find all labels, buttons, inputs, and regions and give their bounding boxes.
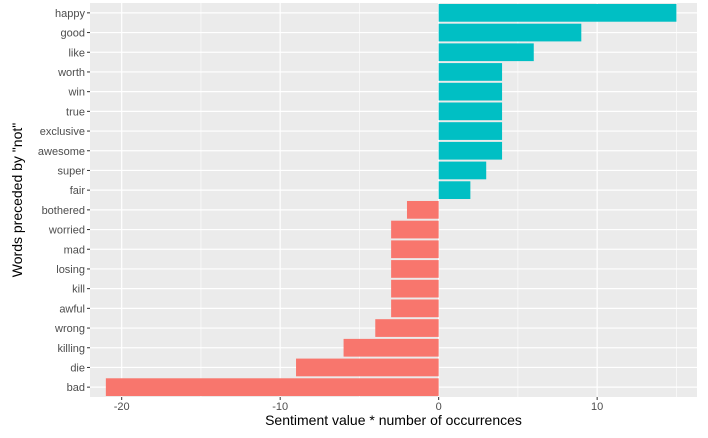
y-tick-label: bothered [42,205,85,217]
bar-bad [105,378,439,397]
y-tick-label: win [67,87,85,99]
x-axis-title: Sentiment value * number of occurrences [265,412,522,428]
x-tick-label: 0 [436,401,442,413]
y-tick-label: true [66,106,85,118]
bar-awful [391,299,439,318]
bar-like [438,43,534,62]
bar-good [438,23,582,42]
x-tick-label: 10 [591,401,603,413]
y-tick-label: awesome [38,146,85,158]
y-tick-label: super [57,165,85,177]
x-tick-label: -20 [114,401,130,413]
bar-fair [438,181,471,200]
bar-kill [391,279,439,298]
bar-happy [438,3,677,22]
minor-gridlines [200,3,677,397]
bar-win [438,82,503,101]
bar-bothered [406,200,439,219]
y-tick-label: awful [59,303,85,315]
y-tick-label: kill [72,284,85,296]
y-tick-label: die [70,362,85,374]
y-tick-label: fair [70,185,86,197]
y-tick-label: bad [67,382,85,394]
y-tick-label: like [68,47,85,59]
y-tick-label: mad [64,244,85,256]
y-tick-label: happy [55,8,85,20]
plot-panel [90,3,697,397]
bar-worried [391,220,439,239]
bar-true [438,102,503,121]
x-tick-label: -10 [272,401,288,413]
bar-mad [391,240,439,259]
y-tick-label: exclusive [40,126,85,138]
bar-die [296,358,439,377]
bar-super [438,161,487,180]
bar-awesome [438,141,503,160]
bars [105,3,677,397]
y-tick-label: killing [57,343,85,355]
bar-losing [391,260,439,278]
y-tick-label: worried [48,225,85,237]
y-tick-label: worth [57,67,85,79]
bar-exclusive [438,122,503,140]
bar-worth [438,63,503,81]
y-axis-ticks: happy good like worth win true exclusive awesom… [38,8,90,394]
bar-killing [343,338,439,357]
bar-wrong [375,319,439,337]
y-tick-label: losing [56,264,85,276]
y-tick-label: wrong [54,323,85,335]
x-axis-ticks: -20 -10 0 10 [114,397,603,413]
y-tick-label: good [61,28,85,40]
y-axis-title: Words preceded by "not" [9,123,25,277]
